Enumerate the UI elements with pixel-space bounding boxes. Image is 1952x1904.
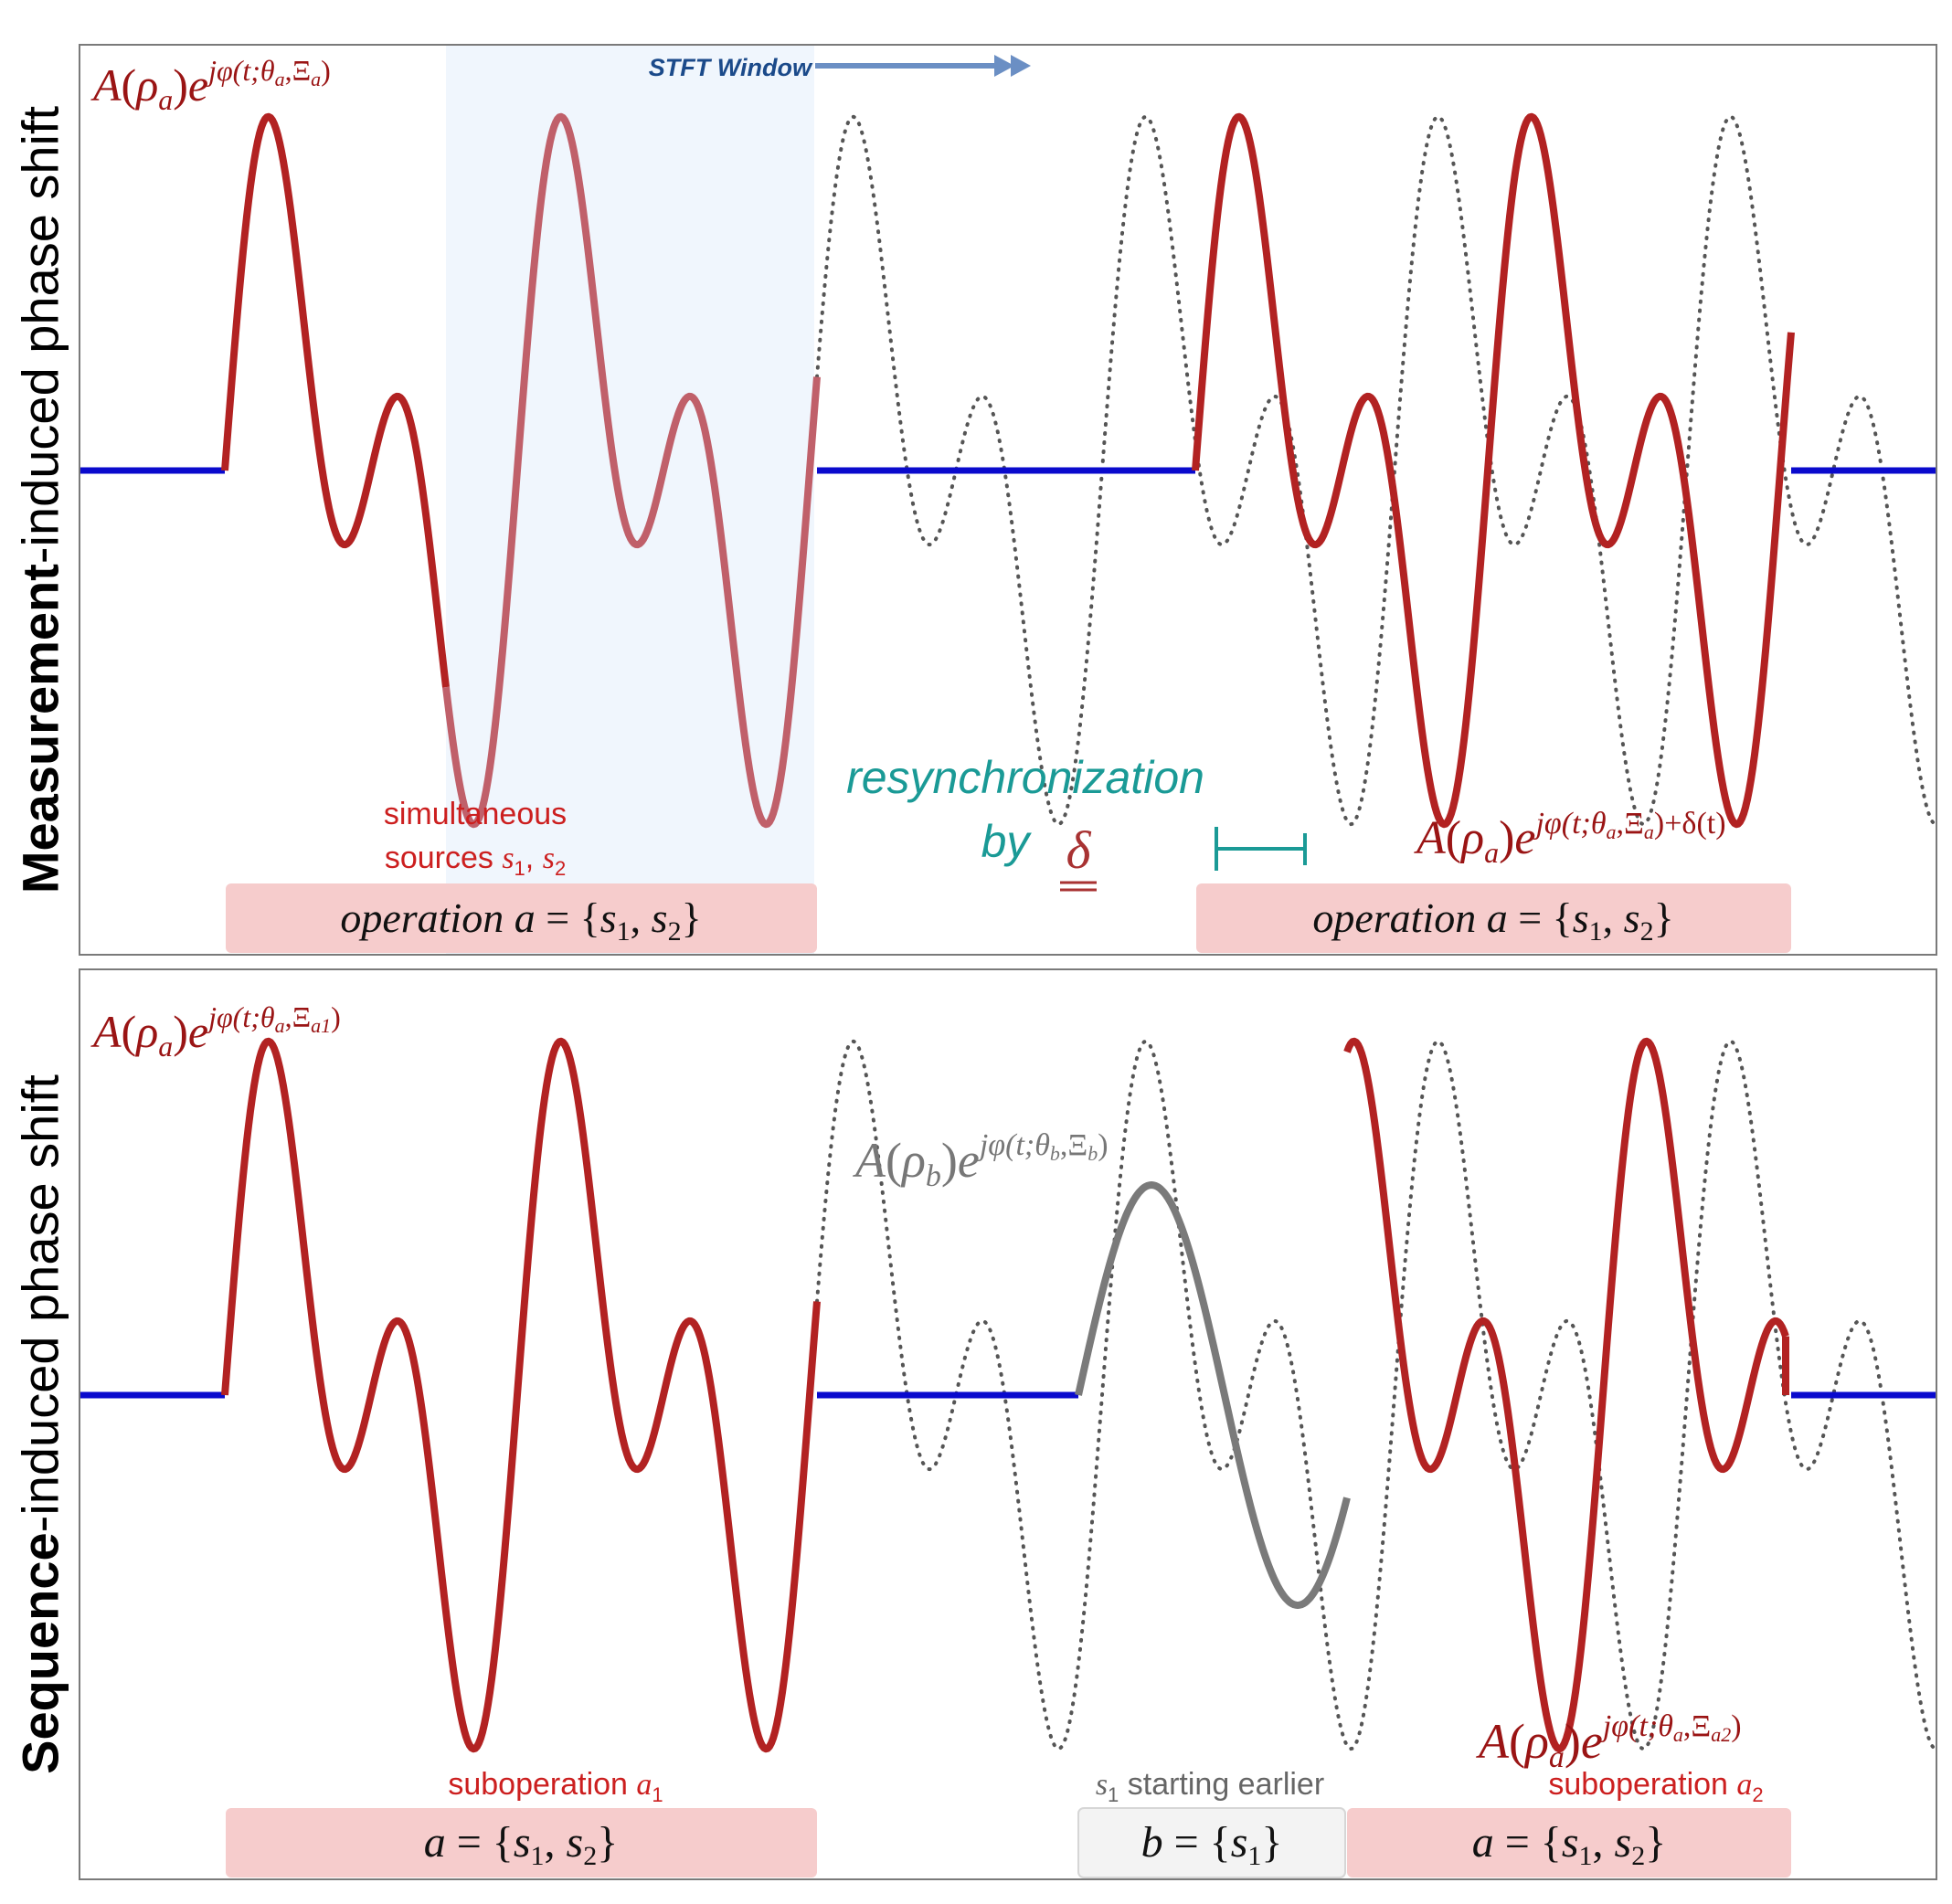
box-b <box>1077 1807 1346 1878</box>
sequence-panel: A(ρa)ejφ(t;θa,Ξa1) A(ρb)ejφ(t;θb,Ξb) A(ρ… <box>79 968 1937 1880</box>
signal-a-burst-left <box>221 112 450 688</box>
signal-a-burst-stft <box>442 112 821 829</box>
sequence-ylabel-bold: Sequence <box>11 1532 69 1774</box>
measurement-panel-plot: STFT Window A(ρa)ejφ(t;θa,Ξa) simultaneo… <box>80 46 1937 954</box>
formula-a2: A(ρa)ejφ(t;θa,Ξa2) <box>1476 1709 1742 1774</box>
measurement-ylabel-bold: Measurement <box>11 564 69 894</box>
formula-b: A(ρb)ejφ(t;θb,Ξb) <box>853 1128 1109 1193</box>
box-a-right <box>1347 1808 1791 1878</box>
sequence-ylabel-rest: -induced phase shift <box>11 1074 69 1533</box>
signal-a2-burst <box>1343 1037 1789 1753</box>
stft-arrow <box>815 55 1031 77</box>
suboperation-a1-label: suboperation a1 <box>448 1767 663 1806</box>
s1-starting-earlier-label: s1 starting earlier <box>1096 1767 1324 1806</box>
resync-offset-marker <box>1215 827 1307 871</box>
sources-label: sources s1, s2 <box>385 841 566 880</box>
formula-a1: A(ρa)ejφ(t;θa,Ξa1) <box>90 1000 341 1063</box>
box-b-label: b = {s1} <box>1141 1818 1283 1871</box>
delta-symbol: δ <box>1066 820 1092 880</box>
measurement-panel: STFT Window A(ρa)ejφ(t;θa,Ξa) simultaneo… <box>79 44 1937 956</box>
resync-by-label: by <box>981 816 1033 867</box>
simultaneous-label: simultaneous <box>384 797 567 831</box>
sequence-panel-plot: A(ρa)ejφ(t;θa,Ξa1) A(ρb)ejφ(t;θb,Ξb) A(ρ… <box>80 1000 1937 1878</box>
sequence-ylabel: Sequence-induced phase shift <box>11 1074 70 1774</box>
suboperation-a2-label: suboperation a2 <box>1548 1767 1763 1806</box>
box-a-left <box>226 1808 817 1878</box>
signal-a-burst-resync <box>1192 112 1795 829</box>
signal-a1-burst <box>221 1037 821 1753</box>
resynchronization-label: resynchronization <box>846 752 1204 803</box>
stft-window-label: STFT Window <box>649 54 813 81</box>
operation-box-right-label: operation a = {s1, s2} <box>1312 894 1673 947</box>
box-a-left-label: a = {s1, s2} <box>424 1818 619 1871</box>
formula-a-delta: A(ρa)ejφ(t;θa,Ξa)+δ(t) <box>1414 807 1726 869</box>
measurement-ylabel-rest: -induced phase shift <box>11 105 69 565</box>
box-a-right-label: a = {s1, s2} <box>1472 1818 1667 1871</box>
measurement-ylabel: Measurement-induced phase shift <box>11 106 70 894</box>
reference-dotted-wave <box>815 1039 1937 1751</box>
operation-box-left <box>226 883 817 953</box>
operation-box-right <box>1196 883 1791 953</box>
operation-box-left-label: operation a = {s1, s2} <box>340 894 701 947</box>
reference-dotted-wave <box>815 114 1937 827</box>
formula-a-top-left: A(ρa)ejφ(t;θa,Ξa) <box>90 54 331 116</box>
signal-b-burst <box>1075 1181 1351 1609</box>
